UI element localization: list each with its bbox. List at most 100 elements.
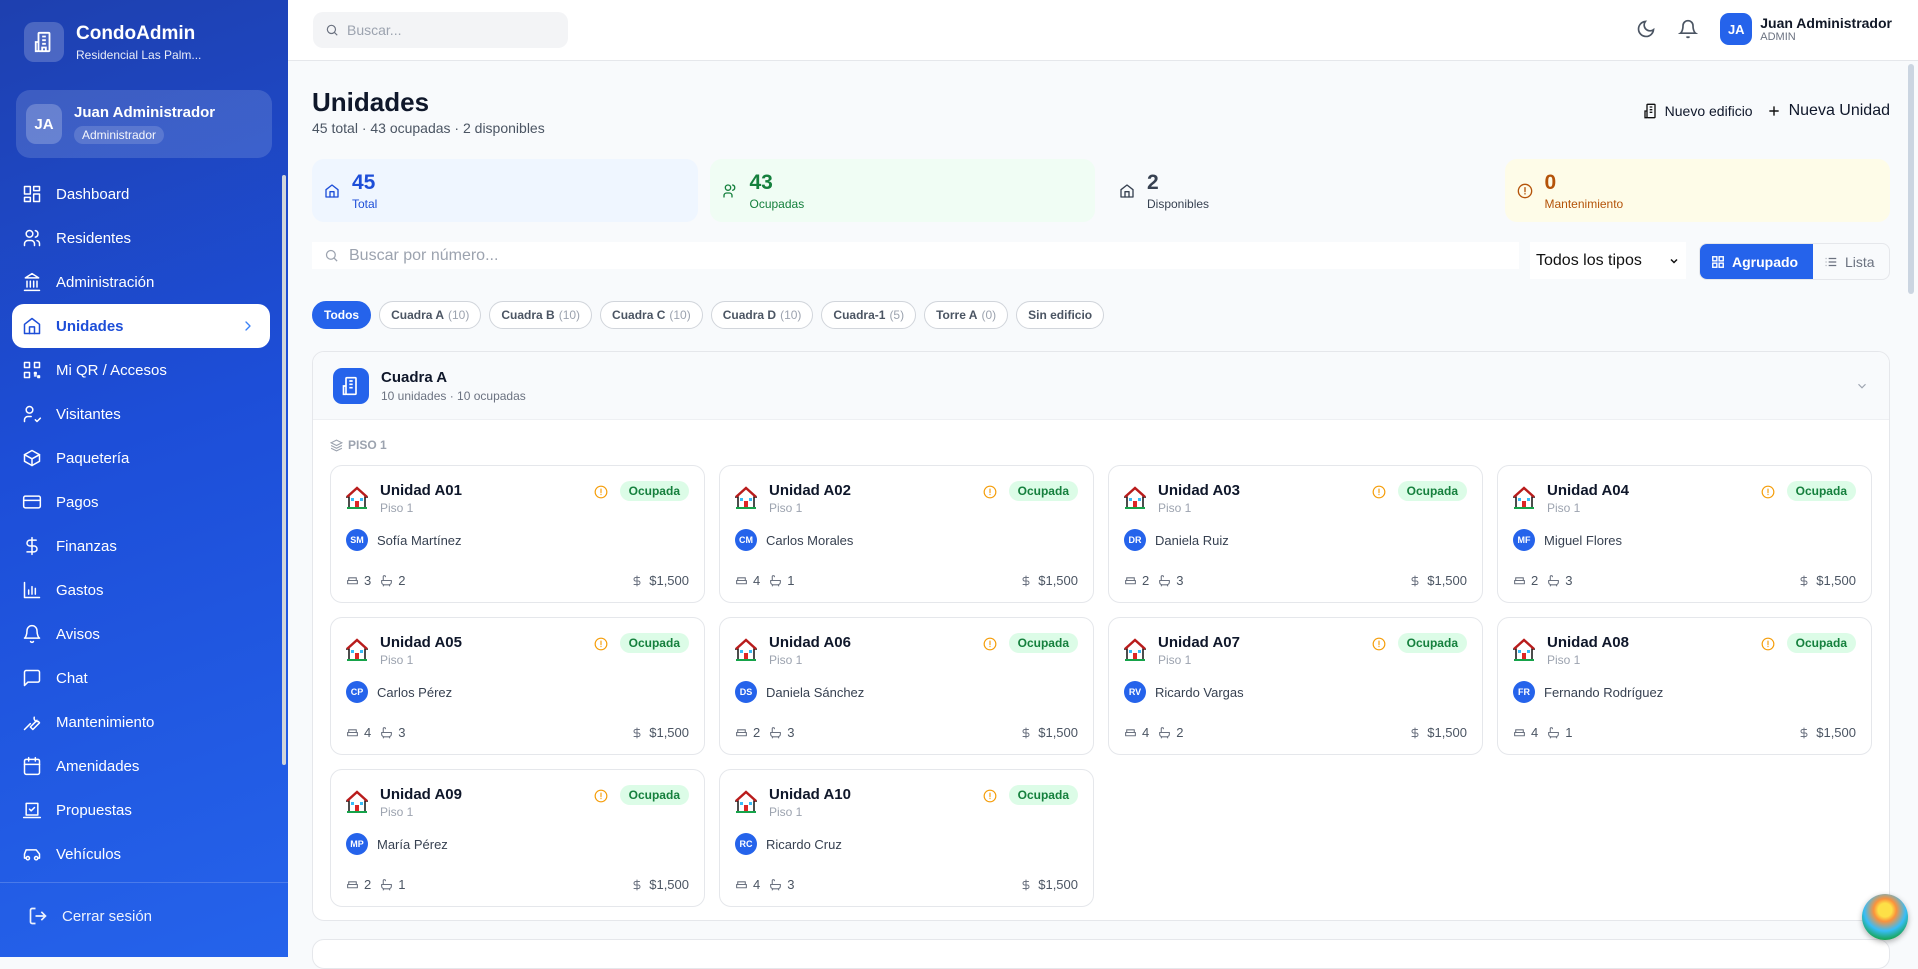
filter-chip[interactable]: Todos: [312, 301, 372, 329]
sidebar-item-amenidades[interactable]: Amenidades: [12, 744, 270, 788]
unit-price: $1,500: [1816, 573, 1856, 588]
next-building-group[interactable]: [312, 939, 1890, 969]
alert-circle-icon: [594, 789, 608, 803]
global-search-input[interactable]: Buscar...: [313, 12, 568, 48]
sidebar-item-visitantes[interactable]: Visitantes: [12, 392, 270, 436]
dollar-icon: [631, 727, 643, 739]
sidebar-item-avisos[interactable]: Avisos: [12, 612, 270, 656]
sidebar-item-finanzas[interactable]: Finanzas: [12, 524, 270, 568]
assistant-avatar-button[interactable]: [1862, 894, 1908, 940]
qr-icon: [22, 360, 42, 380]
sidebar-item-propuestas[interactable]: Propuestas: [12, 788, 270, 832]
stat-card-mantenimiento[interactable]: 0 Mantenimiento: [1504, 159, 1890, 222]
sidebar-item-label: Dashboard: [56, 185, 130, 203]
new-building-button[interactable]: Nuevo edificio: [1643, 103, 1753, 119]
alert-circle-icon: [1372, 637, 1386, 651]
sidebar-item-mantenimiento[interactable]: Mantenimiento: [12, 700, 270, 744]
group-header[interactable]: Cuadra A 10 unidades · 10 ocupadas: [313, 352, 1889, 420]
chip-count: (10): [780, 308, 802, 322]
unit-card[interactable]: Unidad A05 Piso 1 Ocupada CP Carlos Pérez…: [330, 617, 705, 755]
unit-price: $1,500: [1816, 725, 1856, 740]
sidebar-item-residentes[interactable]: Residentes: [12, 216, 270, 260]
chevron-right-icon: [240, 318, 256, 334]
bedrooms: 3: [364, 573, 372, 588]
view-grouped-button[interactable]: Agrupado: [1700, 244, 1813, 279]
alert-circle-icon: [983, 485, 997, 499]
unit-price: $1,500: [1427, 573, 1467, 588]
user-card[interactable]: JA Juan Administrador Administrador: [16, 90, 272, 158]
brand[interactable]: CondoAdmin Residencial Las Palm...: [24, 22, 201, 62]
filter-chip[interactable]: Cuadra A (10): [379, 301, 482, 329]
bank-icon: [22, 272, 42, 292]
unit-card[interactable]: Unidad A03 Piso 1 Ocupada DR Daniela Ruiz…: [1108, 465, 1483, 603]
bedrooms: 2: [753, 725, 761, 740]
type-select[interactable]: Todos los tipos: [1530, 242, 1686, 279]
unit-price: $1,500: [649, 573, 689, 588]
sidebar-item-unidades[interactable]: Unidades: [12, 304, 270, 348]
search-placeholder: Buscar por número...: [349, 246, 499, 264]
brand-subtitle: Residencial Las Palm...: [76, 47, 202, 62]
sidebar-item-chat[interactable]: Chat: [12, 656, 270, 700]
filter-chip[interactable]: Cuadra-1 (5): [821, 301, 917, 329]
resident-name: Daniela Sánchez: [766, 684, 865, 700]
unit-card[interactable]: Unidad A07 Piso 1 Ocupada RV Ricardo Varg…: [1108, 617, 1483, 755]
dollar-icon: [1409, 727, 1421, 739]
resident-name: Ricardo Cruz: [766, 836, 842, 852]
unit-card[interactable]: Unidad A04 Piso 1 Ocupada MF Miguel Flore…: [1497, 465, 1872, 603]
chip-label: Cuadra D: [722, 308, 777, 322]
unit-card[interactable]: Unidad A01 Piso 1 Ocupada SM Sofía Martín…: [330, 465, 705, 603]
sidebar-scrollbar[interactable]: [282, 175, 286, 765]
dollar-icon: [1020, 575, 1032, 587]
search-icon: [325, 23, 339, 37]
stat-label: Disponibles: [1147, 196, 1210, 211]
stat-value: 43: [749, 170, 773, 194]
resident-avatar: SM: [346, 529, 368, 551]
alert-circle-icon: [1517, 183, 1533, 199]
unit-floor: Piso 1: [380, 805, 414, 819]
main-scrollbar[interactable]: [1908, 64, 1914, 294]
unit-search-input[interactable]: Buscar por número...: [312, 242, 1519, 269]
stat-card-disponibles[interactable]: 2 Disponibles: [1107, 159, 1493, 222]
resident-avatar: DS: [735, 681, 757, 703]
chip-count: (0): [981, 308, 997, 322]
filter-chip[interactable]: Sin edificio: [1016, 301, 1105, 329]
unit-card[interactable]: Unidad A06 Piso 1 Ocupada DS Daniela Sánc…: [719, 617, 1094, 755]
unit-card[interactable]: Unidad A10 Piso 1 Ocupada RC Ricardo Cruz…: [719, 769, 1094, 907]
filter-chip[interactable]: Torre A (0): [924, 301, 1009, 329]
dollar-icon: [1020, 727, 1032, 739]
sidebar-item-paquetería[interactable]: Paquetería: [12, 436, 270, 480]
sidebar-item-mi-qr-accesos[interactable]: Mi QR / Accesos: [12, 348, 270, 392]
stat-card-ocupadas[interactable]: 43 Ocupadas: [709, 159, 1095, 222]
unit-floor: Piso 1: [1547, 501, 1581, 515]
sidebar-item-dashboard[interactable]: Dashboard: [12, 172, 270, 216]
search-icon: [324, 248, 339, 263]
unit-card[interactable]: Unidad A02 Piso 1 Ocupada CM Carlos Moral…: [719, 465, 1094, 603]
unit-card[interactable]: Unidad A08 Piso 1 Ocupada FR Fernando Rod…: [1497, 617, 1872, 755]
filter-chip[interactable]: Cuadra D (10): [710, 301, 814, 329]
filter-chip[interactable]: Cuadra B (10): [489, 301, 593, 329]
type-select-value: Todos los tipos: [1536, 251, 1642, 269]
moon-icon[interactable]: [1636, 19, 1656, 39]
status-badge: Ocupada: [1008, 785, 1078, 805]
bed-icon: [346, 878, 359, 891]
view-list-button[interactable]: Lista: [1813, 244, 1886, 279]
status-badge: Ocupada: [1786, 633, 1856, 653]
stat-card-total[interactable]: 45 Total: [312, 159, 698, 222]
new-unit-button[interactable]: Nueva Unidad: [1767, 102, 1890, 120]
bell-icon[interactable]: [1678, 19, 1699, 39]
bedrooms: 4: [753, 573, 761, 588]
user-menu[interactable]: JA Juan Administrador ADMIN: [1720, 13, 1892, 45]
sidebar-item-vehículos[interactable]: Vehículos: [12, 832, 270, 876]
chevron-down-icon[interactable]: [1855, 379, 1869, 393]
sidebar-item-administración[interactable]: Administración: [12, 260, 270, 304]
logout-button[interactable]: Cerrar sesión: [28, 906, 152, 926]
status-badge: Ocupada: [1397, 633, 1467, 653]
sidebar-item-pagos[interactable]: Pagos: [12, 480, 270, 524]
sidebar-item-gastos[interactable]: Gastos: [12, 568, 270, 612]
filter-chip[interactable]: Cuadra C (10): [600, 301, 703, 329]
unit-card[interactable]: Unidad A09 Piso 1 Ocupada MP María Pérez …: [330, 769, 705, 907]
stats-row: 45 Total 43 Ocupadas 2 Disponibles 0 Mantenimie…: [312, 159, 1890, 222]
house-icon: [346, 790, 368, 814]
sidebar-item-label: Visitantes: [56, 405, 121, 423]
house-icon: [346, 638, 368, 662]
